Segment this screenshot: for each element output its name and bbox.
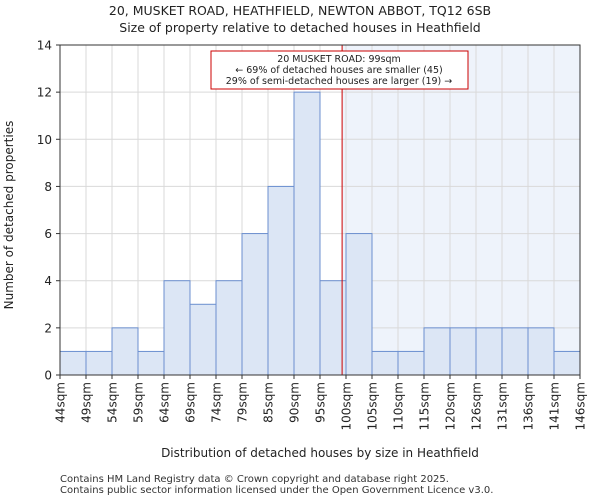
x-tick-label: 115sqm [418, 382, 432, 430]
x-tick-label: 59sqm [132, 382, 146, 423]
x-tick-label: 95sqm [314, 382, 328, 423]
y-tick-label: 6 [44, 227, 52, 241]
y-axis-label: Number of detached properties [2, 121, 16, 310]
x-axis-label: Distribution of detached houses by size … [161, 446, 479, 460]
histogram-bar [293, 91, 321, 376]
histogram-bar [241, 233, 269, 376]
y-tick-label: 14 [37, 39, 52, 53]
chart-title: 20, MUSKET ROAD, HEATHFIELD, NEWTON ABBO… [0, 2, 600, 36]
x-tick-label: 49sqm [80, 382, 94, 423]
x-tick-label: 146sqm [574, 382, 588, 430]
x-tick-label: 79sqm [236, 382, 250, 423]
histogram-bar [449, 327, 477, 376]
histogram-bar [267, 185, 295, 376]
y-tick-labels: 0 2 4 6 8 10 12 14 [37, 39, 60, 383]
x-tick-label: 105sqm [366, 382, 380, 430]
histogram-chart: 0 2 4 6 8 10 12 14 44sqm 49sqm 54sqm 59sqm 64sqm 69s… [2, 39, 588, 461]
y-tick-label: 12 [37, 86, 52, 100]
histogram-bar [189, 303, 217, 376]
x-tick-label: 44sqm [54, 382, 68, 423]
y-tick-label: 0 [44, 369, 52, 383]
x-tick-label: 110sqm [392, 382, 406, 430]
x-tick-label: 136sqm [522, 382, 536, 430]
chart-title-line: 20, MUSKET ROAD, HEATHFIELD, NEWTON ABBO… [108, 3, 492, 18]
x-tick-label: 64sqm [158, 382, 172, 423]
histogram-bar [137, 350, 165, 376]
histogram-bar [527, 327, 555, 376]
histogram-bar [215, 280, 243, 376]
footer-line-2: Contains public sector information licen… [60, 485, 494, 496]
histogram-bar [553, 350, 581, 376]
x-tick-label: 85sqm [262, 382, 276, 423]
annotation-line-3: 29% of semi-detached houses are larger (… [226, 76, 453, 87]
x-tick-labels: 44sqm 49sqm 54sqm 59sqm 64sqm 69sqm 74sqm 79sqm… [54, 375, 588, 430]
y-tick-label: 2 [44, 321, 52, 335]
annotation-line-2: ← 69% of detached houses are smaller (45… [235, 65, 442, 76]
histogram-bar [111, 327, 139, 376]
histogram-bar [371, 350, 399, 376]
x-tick-label: 90sqm [288, 382, 302, 423]
histogram-bar [475, 327, 503, 376]
x-tick-label: 120sqm [444, 382, 458, 430]
x-tick-label: 141sqm [548, 382, 562, 430]
x-tick-label: 131sqm [496, 382, 510, 430]
histogram-bar [85, 350, 113, 376]
y-tick-label: 10 [37, 133, 52, 147]
x-tick-label: 74sqm [210, 382, 224, 423]
chart-subtitle: Size of property relative to detached ho… [119, 20, 481, 35]
histogram-bar [59, 350, 87, 376]
annotation-line-1: 20 MUSKET ROAD: 99sqm [277, 54, 401, 65]
x-tick-label: 126sqm [470, 382, 484, 430]
histogram-bar [345, 233, 373, 376]
x-tick-label: 100sqm [340, 382, 354, 430]
x-tick-label: 54sqm [106, 382, 120, 423]
x-tick-label: 69sqm [184, 382, 198, 423]
annotation-box: 20 MUSKET ROAD: 99sqm ← 69% of detached … [210, 50, 469, 90]
histogram-bar [163, 280, 191, 376]
histogram-bar [397, 350, 425, 376]
y-tick-label: 8 [44, 180, 52, 194]
histogram-bar [501, 327, 529, 376]
larger-region-highlight [342, 45, 580, 375]
y-tick-label: 4 [44, 274, 52, 288]
histogram-bar [423, 327, 451, 376]
footer-line-1: Contains HM Land Registry data © Crown c… [60, 474, 449, 485]
